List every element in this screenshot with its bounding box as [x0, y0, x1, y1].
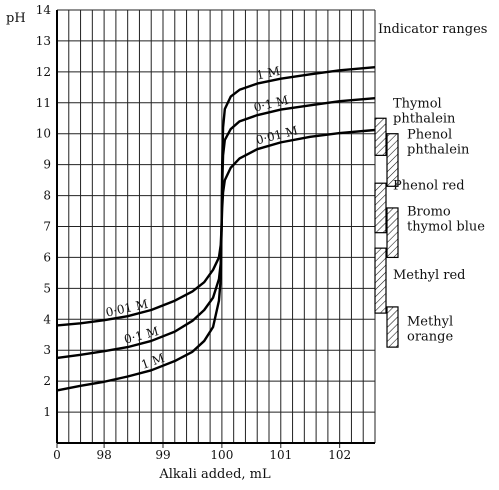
indicator-label: thymol blue: [407, 220, 485, 235]
x-tick-labels: 0 98 99 100 101 102: [53, 448, 351, 462]
y-tick-label: 3: [43, 343, 51, 357]
indicator-label: Phenol red: [393, 178, 465, 193]
indicator-label: Bromo: [407, 205, 451, 220]
indicator-label: Methyl: [407, 314, 453, 329]
y-axis-label: pH: [6, 11, 26, 26]
x-tick-label: 98: [96, 448, 111, 462]
curve-label: 1 M: [139, 351, 166, 372]
y-tick-label: 4: [43, 312, 51, 326]
x-axis-label: Alkali added, mL: [158, 467, 271, 482]
curve-1-m: [56, 66, 376, 392]
y-tick-label: 13: [36, 34, 51, 48]
indicator-bar: [374, 247, 387, 314]
indicator-label: Methyl red: [393, 268, 465, 283]
x-tick-label: 99: [155, 448, 170, 462]
indicator-bar: [374, 182, 387, 234]
indicator-bar: [386, 306, 399, 348]
y-tick-label: 10: [36, 127, 51, 141]
curve-labels: 1 M1 M0·1 M0·1 M0·01 M0·01 M: [104, 64, 299, 372]
indicator-ranges-title: Indicator ranges: [378, 22, 487, 37]
indicator-label: phthalein: [393, 111, 456, 126]
y-tick-label: 11: [36, 96, 51, 110]
y-tick-label: 8: [43, 189, 51, 203]
curve-label: 1 M: [255, 64, 281, 83]
indicator-label: phthalein: [407, 142, 470, 157]
curve-0-01-m: [56, 128, 376, 327]
x-tick-label: 101: [269, 448, 292, 462]
indicator-bar: [386, 133, 399, 187]
y-tick-label: 2: [43, 374, 51, 388]
y-tick-label: 7: [43, 220, 51, 234]
indicator-bar: [386, 207, 399, 259]
y-tick-label: 9: [43, 158, 51, 172]
axes: [56, 10, 375, 444]
indicator-label: Phenol: [407, 127, 452, 142]
y-tick-label: 1: [43, 405, 51, 419]
indicator-label: Thymol: [393, 96, 442, 111]
grid: [56, 9, 376, 448]
y-tick-label: 6: [43, 250, 51, 264]
indicator-label: orange: [407, 329, 453, 344]
x-tick-label: 102: [328, 448, 351, 462]
indicator-bar: [374, 117, 387, 156]
x-tick-label: 0: [53, 448, 61, 462]
y-tick-label: 5: [43, 281, 51, 295]
x-tick-label: 100: [210, 448, 233, 462]
curves: [56, 66, 376, 392]
y-tick-label: 12: [36, 65, 51, 79]
y-tick-label: 14: [36, 3, 52, 17]
